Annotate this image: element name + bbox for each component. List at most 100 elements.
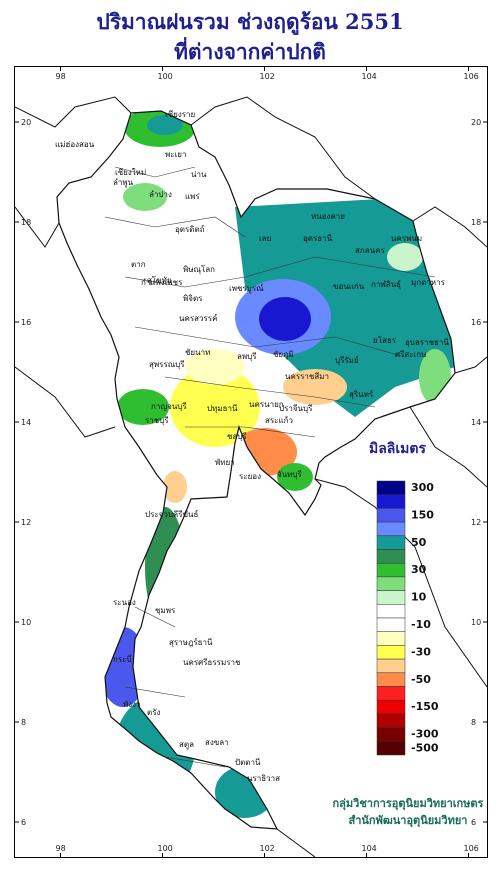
lat-tick-left: 16 [21,318,31,327]
legend-bin [376,686,406,701]
credit-division: กลุ่มวิชาการอุตุนิยมวิทยาเกษตร [332,797,484,810]
lat-tick-left: 18 [21,218,31,227]
lon-tick-top: 100 [158,72,173,81]
province-borders [104,166,436,768]
province-label: พังงา [123,700,141,709]
credit-bureau: สำนักพัฒนาอุตุนิยมวิทยา [348,814,468,827]
map-title: ปริมาณฝนรวม ช่วงฤดูร้อน 2551 [96,9,404,34]
lat-tick-right: 14 [471,418,481,427]
province-label: สตูล [179,740,194,750]
lat-tick-right: 20 [471,118,481,127]
legend-bin [376,604,406,619]
legend-bin-label: -150 [411,700,439,713]
lon-tick-top: 104 [362,72,377,81]
legend-bin [376,699,406,715]
legend-bin [376,713,406,728]
legend-bin [376,658,406,674]
province-label: ชุมพร [155,606,176,615]
legend-bin-label: 150 [411,508,434,521]
province-label: มุกดาหาร [411,278,446,287]
province-label: ปทุมธานี [207,404,238,413]
province-label: สุราษฎร์ธานี [169,637,213,647]
legend-bin [376,521,406,537]
province-label: พิจิตร [183,294,203,303]
legend-bin [376,617,406,632]
lat-tick-right: 8 [471,718,476,727]
legend-bin-label: 30 [411,563,427,576]
lon-tick-bottom: 102 [260,844,275,853]
province-label: ประจวบคีรีขันธ์ [145,509,199,519]
lon-tick-top: 102 [260,72,275,81]
province-label: นครนายก [249,400,284,409]
province-label: พะเยา [165,150,186,159]
province-label: ลพบุรี [237,352,257,361]
province-label: ปัตตานี [235,758,261,767]
lon-tick-top: 106 [464,72,479,81]
legend-bin [376,645,406,660]
province-label: แพร่ [185,192,200,201]
lat-tick-right: 18 [471,218,481,227]
province-label: แม่ฮ่องสอน [55,140,95,149]
legend-bin [376,727,406,742]
lat-tick-left: 6 [21,818,26,827]
lat-tick-left: 14 [21,418,31,427]
legend-bin-label: -10 [411,618,431,631]
legend-bin [376,631,406,646]
legend-bin-label: -500 [411,741,439,754]
lat-tick-right: 16 [471,318,481,327]
lon-tick-bottom: 104 [362,844,377,853]
legend-bin-label: 10 [411,591,427,604]
legend-bin [376,576,406,591]
province-label: ปราจีนบุรี [279,404,313,413]
province-label: นราธิวาส [247,774,280,783]
lat-tick-left: 12 [21,518,31,527]
province-label: สุรินทร์ [349,389,374,399]
legend-bin-label: 50 [411,536,427,549]
province-label: พัทยา [215,458,235,467]
legend-bin-label: -50 [411,673,431,686]
province-label: สกลนคร [355,246,385,255]
legend-bin [376,535,406,550]
lon-tick-bottom: 106 [464,844,479,853]
province-label: กาฬสินธุ์ [371,279,401,289]
lat-tick-right: 10 [471,618,481,627]
legend: 300 150 50 30 10 -10 -30 -50 -150 -300-500 [376,480,439,756]
lon-tick-top: 98 [56,72,66,81]
province-label: กาญจนบุรี [151,402,187,411]
province-label: กำแพงเพชร [141,278,183,287]
lat-tick-left: 10 [21,618,31,627]
province-label: หนองคาย [311,212,345,221]
lon-tick-bottom: 100 [158,844,173,853]
province-label: บุรีรัมย์ [335,355,359,365]
lat-tick-left: 20 [21,118,31,127]
province-label: จันทบุรี [277,470,303,479]
province-label: ตาก [131,260,146,269]
province-label: นครราชสีมา [285,372,329,381]
legend-bin-label: -300 [411,728,439,741]
province-label: ตรัง [147,708,160,717]
province-label: เชียงใหม่ [115,168,146,177]
province-label: ชัยภูมิ [273,350,294,360]
province-label: พิษณุโลก [183,264,215,274]
lat-tick-right: 12 [471,518,481,527]
province-label: ชัยนาท [185,348,210,357]
legend-bin-label: -30 [411,645,431,658]
province-label: ยโสธร [373,335,397,345]
province-label: น่าน [191,170,207,179]
province-label: เพชรบูรณ์ [229,283,264,294]
province-label: ชลบุรี [227,432,247,441]
province-label: สงขลา [205,738,229,747]
legend-bin [376,672,406,687]
legend-title: มิลลิเมตร [369,441,426,457]
map-frame: 98 98 100 100 102 102 104 104 106 106 20 20 18 18 16 16… [14,66,488,858]
province-label: สุโขทัย [147,275,172,285]
province-label: กระบี่ [113,653,132,664]
province-label: ลำพูน [113,178,134,188]
legend-bin [376,494,406,509]
legend-bin-label: 300 [411,481,434,494]
graticule [15,67,487,857]
province-label: สุพรรณบุรี [149,360,185,369]
province-label: นครสวรรค์ [179,313,217,323]
